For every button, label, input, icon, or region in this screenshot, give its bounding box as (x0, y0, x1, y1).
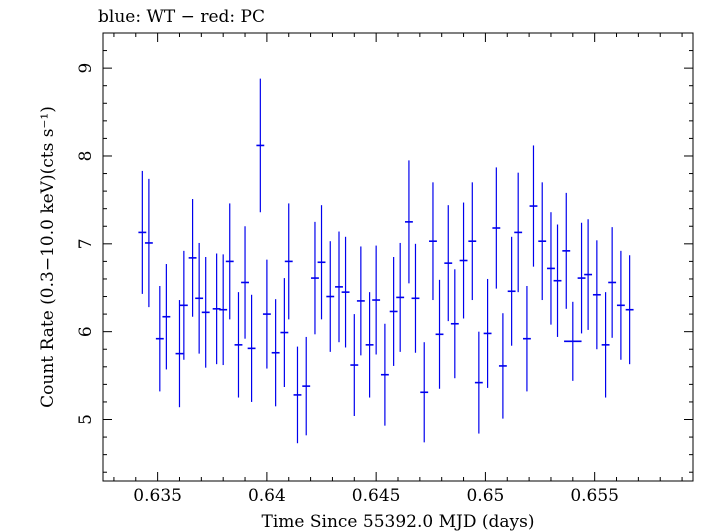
x-tick-label: 0.645 (352, 486, 401, 506)
data-point (616, 250, 625, 360)
data-point (335, 231, 343, 343)
data-point (365, 292, 374, 398)
data-point (553, 224, 562, 337)
data-point (138, 170, 147, 294)
data-point (562, 192, 571, 309)
data-point (350, 314, 359, 416)
y-tick-label: 7 (76, 238, 96, 249)
x-tick-label: 0.655 (570, 486, 619, 506)
data-point (293, 346, 302, 444)
data-point (280, 278, 289, 388)
data-point (459, 202, 468, 319)
axis-tick-labels: 0.635 0.64 0.645 0.65 0.655 5 6 7 8 9 (76, 63, 619, 506)
data-point (483, 278, 492, 388)
data-point (225, 203, 234, 320)
axis-ticks (103, 32, 693, 481)
data-point (584, 219, 593, 330)
data-point (577, 222, 586, 334)
data-point (188, 199, 197, 317)
data-point (284, 203, 293, 320)
y-axis-label: Count Rate (0.3−10.0 keV)(cts s⁻¹) (38, 106, 58, 408)
data-point (420, 342, 429, 443)
data-point (326, 241, 335, 352)
data-point (179, 250, 188, 360)
data-point (372, 245, 381, 355)
data-point (608, 227, 617, 338)
data-point (468, 182, 477, 301)
data-point (302, 336, 311, 436)
x-tick-label: 0.635 (133, 486, 182, 506)
data-point (538, 182, 547, 301)
data-point (522, 285, 531, 392)
data-point (601, 292, 610, 398)
data-point (234, 292, 243, 398)
data-point (380, 323, 389, 426)
data-point (341, 236, 350, 348)
data-point (144, 178, 153, 308)
x-tick-label: 0.64 (248, 486, 286, 506)
data-point (396, 242, 405, 352)
data-point (547, 212, 555, 325)
y-tick-label: 6 (76, 326, 96, 337)
x-axis-label: Time Since 55392.0 MJD (days) (262, 512, 535, 532)
data-point (625, 255, 634, 365)
data-point (389, 257, 398, 366)
data-point (450, 269, 459, 379)
data-point (564, 301, 582, 381)
data-point (592, 240, 601, 350)
y-tick-label: 5 (76, 414, 96, 425)
data-point (492, 167, 501, 289)
chart-title: blue: WT − red: PC (98, 7, 265, 27)
data-point (507, 236, 516, 346)
data-point (435, 279, 444, 389)
data-point (317, 205, 326, 320)
data-point (498, 313, 507, 419)
data-point (241, 226, 249, 339)
data-point (311, 221, 319, 335)
x-tick-label: 0.65 (466, 486, 504, 506)
data-point (201, 257, 210, 368)
plot-frame (102, 32, 694, 482)
data-point (162, 264, 171, 370)
y-tick-label: 9 (76, 63, 96, 74)
data-point (444, 205, 453, 322)
data-point (411, 243, 420, 353)
data-point (474, 331, 483, 434)
data-point (155, 285, 164, 392)
data-point (256, 78, 265, 213)
data-point (195, 242, 204, 354)
y-tick-label: 8 (76, 151, 96, 162)
data-point (262, 259, 271, 369)
data-point (175, 300, 184, 408)
data-point (356, 246, 365, 356)
data-point (212, 253, 221, 365)
data-point (247, 294, 256, 402)
data-point (429, 182, 437, 301)
data-point (219, 254, 228, 366)
data-points (138, 78, 634, 444)
data-point (271, 299, 280, 407)
data-point (529, 145, 538, 267)
data-point (404, 160, 413, 284)
data-point (514, 172, 523, 293)
